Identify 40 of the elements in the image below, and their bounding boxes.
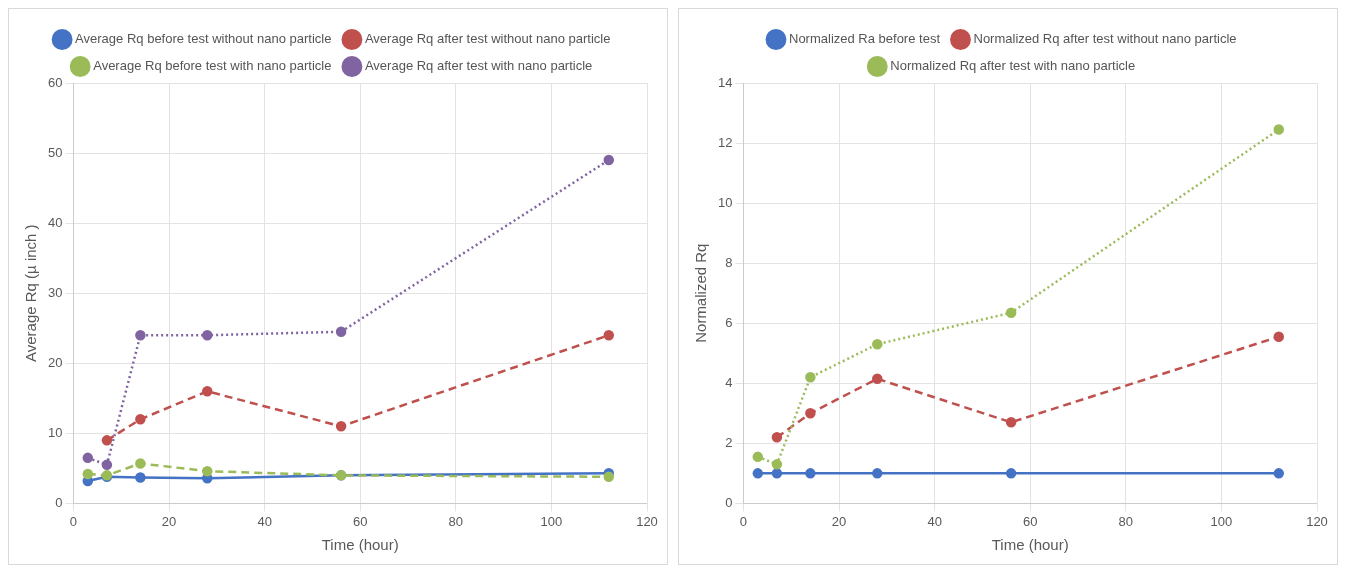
x-tick-label: 120	[636, 513, 658, 529]
x-tick-label: 100	[1210, 513, 1233, 529]
y-tick-label: 0	[725, 494, 733, 510]
x-tick-label: 120	[1306, 513, 1328, 529]
legend-label: Average Rq after test without nano particle	[364, 31, 611, 47]
y-tick-label: 10	[717, 194, 733, 210]
x-axis-title: Time (hour)	[321, 536, 399, 554]
y-tick-label: 40	[47, 214, 63, 230]
x-tick-label: 0	[69, 513, 78, 529]
x-tick-label: 80	[1118, 513, 1134, 529]
y-axis-title: Normalized Rq	[692, 243, 710, 343]
y-tick-label: 50	[47, 144, 63, 160]
legend-label: Normalized Ra before test	[788, 31, 941, 47]
y-tick-label: 14	[717, 74, 733, 90]
y-tick-label: 8	[725, 254, 733, 270]
y-tick-label: 0	[55, 494, 63, 510]
y-tick-label: 20	[47, 354, 63, 370]
legend-label: Normalized Rq after test without nano particle	[973, 31, 1237, 47]
x-tick-label: 100	[540, 513, 563, 529]
legend-label: Average Rq before test without nano particle	[75, 31, 332, 47]
y-tick-label: 4	[725, 374, 733, 390]
x-tick-label: 40	[927, 513, 942, 529]
legend-label: Average Rq after test with nano particle	[364, 58, 593, 74]
x-tick-label: 40	[257, 513, 272, 529]
x-tick-label: 60	[353, 513, 368, 529]
x-tick-label: 20	[161, 513, 177, 529]
legend-label: Normalized Rq after test with nano particle	[890, 58, 1136, 74]
y-axis-title: Average Rq (µ inch )	[22, 224, 40, 362]
legend-label: Average Rq before test with nano particle	[93, 58, 332, 74]
x-tick-label: 80	[448, 513, 464, 529]
y-tick-label: 30	[47, 284, 63, 300]
y-tick-label: 60	[47, 74, 63, 90]
x-tick-label: 0	[739, 513, 748, 529]
x-tick-label: 20	[831, 513, 847, 529]
x-tick-label: 60	[1023, 513, 1038, 529]
y-tick-label: 6	[725, 314, 733, 330]
y-tick-label: 2	[725, 434, 733, 450]
y-tick-label: 12	[717, 134, 733, 150]
x-axis-title: Time (hour)	[991, 536, 1069, 554]
y-tick-label: 10	[47, 424, 63, 440]
